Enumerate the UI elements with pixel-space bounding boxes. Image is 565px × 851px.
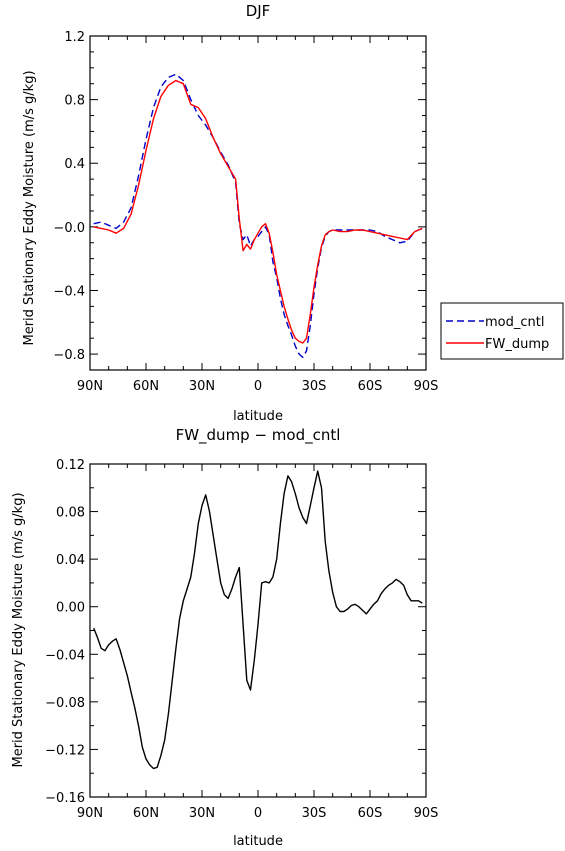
y-tick-label: −0.16 xyxy=(45,791,85,806)
x-tick-label: 90S xyxy=(414,379,439,394)
chart-top-ticks: 90N 60N 30N 0 30S 60S 90S 1.2 0.8 0.4 −0.0 −0.4 −0.8 xyxy=(53,30,438,394)
legend-label-fw-dump: FW_dump xyxy=(485,337,549,352)
chart-top-legend: mod_cntl FW_dump xyxy=(440,302,564,360)
x-tick-label: 90S xyxy=(414,806,439,821)
chart-bottom-ticks: 90N 60N 30N 0 30S 60S 90S 0.12 0.08 0.04 0.00 −0.04… xyxy=(45,458,438,821)
series-line-FW-dump xyxy=(93,79,423,344)
y-tick-label: 0.12 xyxy=(56,458,85,473)
y-tick-label: −0.8 xyxy=(53,348,85,363)
chart-top-xlabel: latitude xyxy=(233,409,283,424)
x-tick-label: 90N xyxy=(77,806,103,821)
chart-top-frame xyxy=(89,35,427,371)
y-tick-label: −0.12 xyxy=(45,743,85,758)
y-tick-label: 0.00 xyxy=(56,601,85,616)
x-tick-label: 0 xyxy=(254,379,262,394)
x-tick-label: 60S xyxy=(358,379,383,394)
chart-bottom-frame xyxy=(89,463,427,798)
chart-top: DJF Merid Stationary Eddy Moisture (m/s … xyxy=(22,2,564,424)
x-tick-label: 30S xyxy=(302,379,327,394)
y-tick-label: −0.4 xyxy=(53,284,85,299)
series-line-chart1-diff xyxy=(93,470,423,770)
x-tick-label: 60S xyxy=(358,806,383,821)
y-tick-label: −0.08 xyxy=(45,696,85,711)
y-tick-label: −0.0 xyxy=(53,221,85,236)
x-tick-label: 30N xyxy=(189,379,215,394)
legend-label-mod-cntl: mod_cntl xyxy=(485,315,544,330)
x-tick-label: 60N xyxy=(133,379,159,394)
y-tick-label: 0.08 xyxy=(56,506,85,521)
y-tick-label: 1.2 xyxy=(64,30,85,45)
chart-bottom-xlabel: latitude xyxy=(233,834,283,849)
x-tick-label: 90N xyxy=(77,379,103,394)
y-tick-label: 0.4 xyxy=(64,157,85,172)
legend-box xyxy=(440,302,564,360)
x-tick-label: 30N xyxy=(189,806,215,821)
x-tick-label: 60N xyxy=(133,806,159,821)
chart-bottom-series xyxy=(93,470,423,770)
chart-top-title: DJF xyxy=(246,2,271,20)
y-tick-label: 0.04 xyxy=(56,553,85,568)
chart-bottom: FW_dump − mod_cntl Merid Stationary Eddy… xyxy=(11,426,438,849)
series-line-mod-cntl xyxy=(93,73,423,358)
chart-bottom-ylabel: Merid Stationary Eddy Moisture (m/s g/kg… xyxy=(11,492,26,767)
y-tick-label: 0.8 xyxy=(64,94,85,109)
chart-bottom-title: FW_dump − mod_cntl xyxy=(176,426,341,445)
chart-top-ylabel: Merid Stationary Eddy Moisture (m/s g/kg… xyxy=(22,70,37,345)
chart-top-series xyxy=(93,73,423,358)
x-tick-label: 0 xyxy=(254,806,262,821)
x-tick-label: 30S xyxy=(302,806,327,821)
y-tick-label: −0.04 xyxy=(45,648,85,663)
